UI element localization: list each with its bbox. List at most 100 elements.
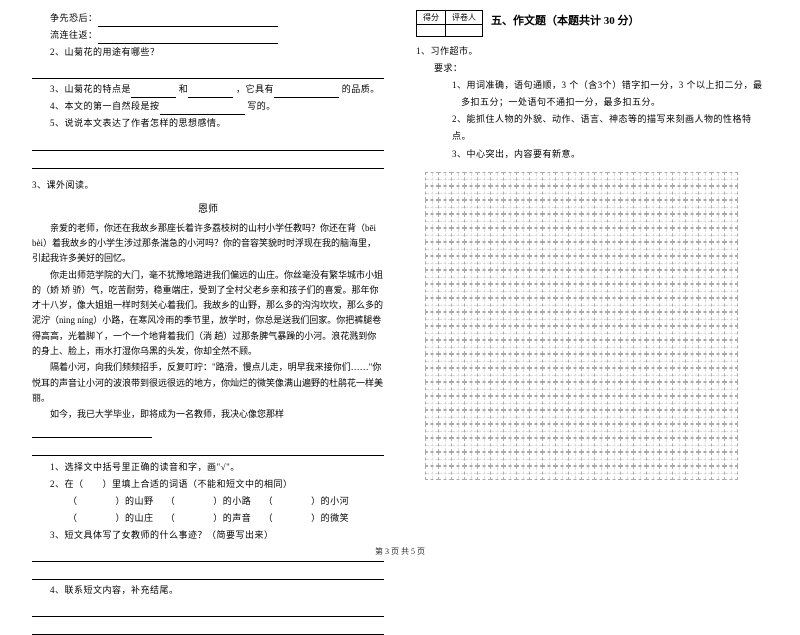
grid-cell[interactable] (490, 382, 504, 396)
grid-cell[interactable] (581, 270, 595, 284)
grid-cell[interactable] (698, 382, 712, 396)
grid-cell[interactable] (503, 438, 517, 452)
grid-cell[interactable] (555, 354, 569, 368)
grid-cell[interactable] (672, 326, 686, 340)
grid-cell[interactable] (711, 396, 725, 410)
grid-cell[interactable] (698, 298, 712, 312)
grid-cell[interactable] (698, 214, 712, 228)
grid-cell[interactable] (529, 396, 543, 410)
grid-cell[interactable] (516, 284, 530, 298)
grid-cell[interactable] (451, 284, 465, 298)
grid-cell[interactable] (529, 186, 543, 200)
grid-cell[interactable] (503, 256, 517, 270)
grid-cell[interactable] (503, 354, 517, 368)
grid-cell[interactable] (464, 200, 478, 214)
grid-cell[interactable] (711, 242, 725, 256)
grid-cell[interactable] (542, 228, 556, 242)
grid-cell[interactable] (438, 214, 452, 228)
grid-cell[interactable] (451, 186, 465, 200)
grid-cell[interactable] (490, 298, 504, 312)
grid-cell[interactable] (555, 312, 569, 326)
grid-cell[interactable] (698, 312, 712, 326)
grid-cell[interactable] (516, 214, 530, 228)
blank[interactable] (131, 86, 176, 98)
grid-cell[interactable] (464, 172, 478, 186)
grid-cell[interactable] (633, 340, 647, 354)
grid-cell[interactable] (503, 214, 517, 228)
blank[interactable] (32, 426, 152, 438)
grid-cell[interactable] (685, 270, 699, 284)
grid-cell[interactable] (477, 242, 491, 256)
grid-cell[interactable] (425, 312, 439, 326)
grid-cell[interactable] (451, 256, 465, 270)
grid-cell[interactable] (503, 340, 517, 354)
grid-cell[interactable] (438, 284, 452, 298)
grid-cell[interactable] (490, 354, 504, 368)
grid-cell[interactable] (555, 214, 569, 228)
grid-cell[interactable] (672, 354, 686, 368)
grid-cell[interactable] (646, 200, 660, 214)
grid-cell[interactable] (529, 368, 543, 382)
grid-cell[interactable] (503, 368, 517, 382)
grid-cell[interactable] (724, 410, 738, 424)
grid-cell[interactable] (555, 368, 569, 382)
grid-cell[interactable] (542, 270, 556, 284)
grid-cell[interactable] (594, 326, 608, 340)
grid-cell[interactable] (659, 214, 673, 228)
grid-cell[interactable] (542, 200, 556, 214)
grid-cell[interactable] (659, 326, 673, 340)
grid-cell[interactable] (646, 284, 660, 298)
grid-cell[interactable] (724, 186, 738, 200)
grid-cell[interactable] (438, 228, 452, 242)
grid-cell[interactable] (672, 270, 686, 284)
grid-cell[interactable] (594, 396, 608, 410)
grid-cell[interactable] (698, 340, 712, 354)
grid-cell[interactable] (711, 228, 725, 242)
grid-cell[interactable] (607, 410, 621, 424)
grid-cell[interactable] (607, 396, 621, 410)
grid-cell[interactable] (698, 242, 712, 256)
grid-cell[interactable] (698, 326, 712, 340)
grid-cell[interactable] (451, 340, 465, 354)
grid-cell[interactable] (464, 354, 478, 368)
grid-cell[interactable] (542, 396, 556, 410)
grid-cell[interactable] (555, 186, 569, 200)
grid-cell[interactable] (568, 382, 582, 396)
grid-cell[interactable] (425, 186, 439, 200)
grid-cell[interactable] (529, 382, 543, 396)
grid-cell[interactable] (542, 452, 556, 466)
grid-cell[interactable] (555, 284, 569, 298)
grid-cell[interactable] (477, 298, 491, 312)
grid-cell[interactable] (529, 326, 543, 340)
grid-cell[interactable] (477, 410, 491, 424)
grid-cell[interactable] (607, 270, 621, 284)
grid-cell[interactable] (503, 466, 517, 480)
grid-cell[interactable] (672, 298, 686, 312)
grid-cell[interactable] (477, 340, 491, 354)
grid-cell[interactable] (438, 298, 452, 312)
grid-cell[interactable] (594, 200, 608, 214)
grid-cell[interactable] (451, 424, 465, 438)
grid-cell[interactable] (633, 396, 647, 410)
grid-cell[interactable] (646, 298, 660, 312)
grid-cell[interactable] (529, 270, 543, 284)
grid-cell[interactable] (724, 382, 738, 396)
grid-cell[interactable] (568, 340, 582, 354)
grid-cell[interactable] (620, 326, 634, 340)
grid-cell[interactable] (516, 396, 530, 410)
grid-cell[interactable] (711, 424, 725, 438)
grid-cell[interactable] (542, 354, 556, 368)
opt[interactable]: （ ）的声音 (166, 513, 252, 523)
grid-cell[interactable] (477, 368, 491, 382)
grid-cell[interactable] (724, 284, 738, 298)
grid-cell[interactable] (555, 410, 569, 424)
grid-cell[interactable] (464, 410, 478, 424)
grid-cell[interactable] (711, 354, 725, 368)
grid-cell[interactable] (490, 326, 504, 340)
grid-cell[interactable] (646, 340, 660, 354)
grid-cell[interactable] (451, 410, 465, 424)
grid-cell[interactable] (555, 228, 569, 242)
grid-cell[interactable] (529, 200, 543, 214)
grid-cell[interactable] (724, 228, 738, 242)
grid-cell[interactable] (646, 312, 660, 326)
